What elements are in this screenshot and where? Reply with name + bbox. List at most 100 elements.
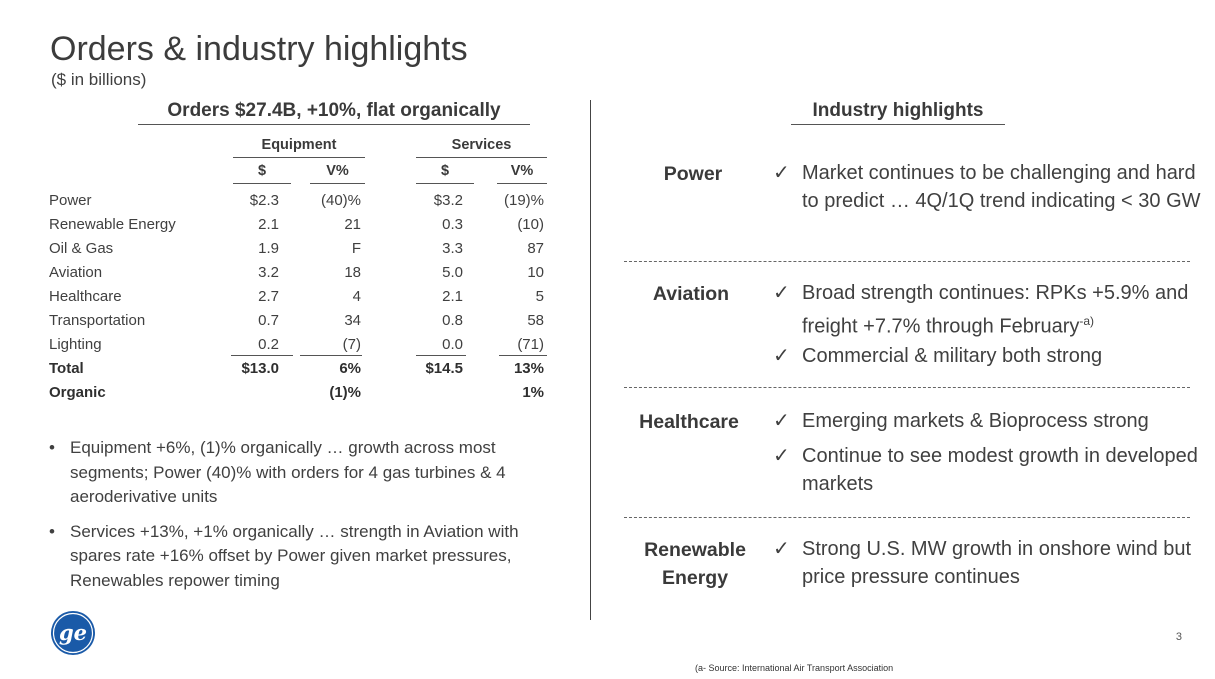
page-subtitle: ($ in billions) bbox=[51, 70, 147, 89]
subtotal-rule bbox=[499, 355, 547, 356]
section-divider bbox=[624, 517, 1190, 518]
services-dollar-header: $ bbox=[416, 163, 474, 184]
services-change: 58 bbox=[527, 312, 544, 329]
svg-text:ge: ge bbox=[59, 620, 87, 645]
table-row: Transportation 0.7 34 0.8 58 bbox=[0, 312, 600, 336]
equipment-value: 2.7 bbox=[258, 288, 279, 305]
services-value: $3.2 bbox=[433, 192, 463, 209]
orders-heading: Orders $27.4B, +10%, flat organically bbox=[138, 100, 530, 125]
equipment-change: 18 bbox=[344, 264, 361, 281]
equipment-change: 21 bbox=[344, 216, 361, 233]
bullet-text: Equipment +6%, (1)% organically … growth… bbox=[70, 438, 506, 506]
segment-name: Power bbox=[49, 192, 92, 209]
services-organic-change: 1% bbox=[522, 384, 544, 401]
bullet-icon: • bbox=[49, 521, 55, 541]
segment-name: Healthcare bbox=[49, 288, 122, 305]
total-label: Total bbox=[49, 360, 84, 377]
segment-name: Oil & Gas bbox=[49, 240, 114, 257]
section-divider bbox=[624, 261, 1190, 262]
column-divider bbox=[590, 100, 591, 620]
segment-name: Renewable Energy bbox=[49, 216, 176, 233]
list-item: • Services +13%, +1% organically … stren… bbox=[49, 520, 549, 594]
services-total: $14.5 bbox=[425, 360, 463, 377]
equipment-total: $13.0 bbox=[241, 360, 279, 377]
services-value: 2.1 bbox=[442, 288, 463, 305]
category-power: Power bbox=[663, 163, 723, 185]
industry-heading: Industry highlights bbox=[791, 100, 1005, 125]
subtotal-rule bbox=[231, 355, 293, 356]
table-row: Renewable Energy 2.1 21 0.3 (10) bbox=[0, 216, 600, 240]
subtotal-rule bbox=[300, 355, 362, 356]
table-row: Lighting 0.2 (7) 0.0 (71) bbox=[0, 336, 600, 360]
services-value: 0.8 bbox=[442, 312, 463, 329]
highlight-text: Market continues to be challenging and h… bbox=[802, 162, 1201, 212]
services-change: (10) bbox=[517, 216, 544, 233]
equipment-v-header: V% bbox=[310, 163, 365, 184]
list-item: ✓ Strong U.S. MW growth in onshore wind … bbox=[773, 536, 1203, 591]
list-item: ✓ Continue to see modest growth in devel… bbox=[773, 443, 1203, 498]
services-total-change: 13% bbox=[513, 360, 544, 377]
equipment-total-change: 6% bbox=[339, 360, 361, 377]
services-group-header: Services bbox=[416, 137, 547, 158]
highlight-text: Broad strength continues: RPKs +5.9% and… bbox=[802, 282, 1189, 338]
highlight-text: Strong U.S. MW growth in onshore wind bu… bbox=[802, 538, 1192, 588]
equipment-value: 1.9 bbox=[258, 240, 279, 257]
page-title: Orders & industry highlights bbox=[50, 30, 468, 68]
ge-logo-icon: ge bbox=[51, 611, 95, 655]
organic-label: Organic bbox=[49, 384, 106, 401]
checkmark-icon: ✓ bbox=[773, 282, 790, 304]
services-value: 0.3 bbox=[442, 216, 463, 233]
organic-row: Organic (1)% 1% bbox=[0, 384, 600, 408]
equipment-change: F bbox=[351, 240, 361, 257]
category-label-line: Energy bbox=[661, 567, 729, 589]
list-item: • Equipment +6%, (1)% organically … grow… bbox=[49, 436, 549, 510]
table-row: Power $2.3 (40)% $3.2 (19)% bbox=[0, 192, 600, 216]
services-value: 3.3 bbox=[442, 240, 463, 257]
services-change: 5 bbox=[535, 288, 544, 305]
services-change: (19)% bbox=[503, 192, 544, 209]
category-label-line: Renewable bbox=[644, 539, 746, 561]
equipment-dollar-header: $ bbox=[233, 163, 291, 184]
orders-commentary: • Equipment +6%, (1)% organically … grow… bbox=[49, 436, 549, 603]
services-value: 5.0 bbox=[442, 264, 463, 281]
services-v-header: V% bbox=[497, 163, 547, 184]
equipment-value: $2.3 bbox=[249, 192, 279, 209]
total-row: Total $13.0 6% $14.5 13% bbox=[0, 360, 600, 384]
table-row: Aviation 3.2 18 5.0 10 bbox=[0, 264, 600, 288]
category-aviation: Aviation bbox=[652, 283, 730, 305]
category-renewable-energy: Renewable Energy bbox=[620, 536, 770, 592]
footnote: (a- Source: International Air Transport … bbox=[695, 663, 894, 673]
services-change: (71) bbox=[517, 336, 544, 353]
subtotal-rule bbox=[416, 355, 466, 356]
checkmark-icon: ✓ bbox=[773, 162, 790, 184]
equipment-organic-change: (1)% bbox=[329, 384, 361, 401]
equipment-change: 4 bbox=[352, 288, 361, 305]
list-item: ✓ Market continues to be challenging and… bbox=[773, 160, 1203, 215]
equipment-group-header: Equipment bbox=[233, 137, 365, 158]
equipment-change: 34 bbox=[344, 312, 361, 329]
category-healthcare: Healthcare bbox=[639, 411, 739, 433]
list-item: ✓ Commercial & military both strong bbox=[773, 343, 1203, 371]
equipment-value: 0.7 bbox=[258, 312, 279, 329]
bullet-text: Services +13%, +1% organically … strengt… bbox=[70, 521, 519, 590]
equipment-value: 0.2 bbox=[258, 336, 279, 353]
services-change: 87 bbox=[527, 240, 544, 257]
services-value: 0.0 bbox=[442, 336, 463, 353]
equipment-value: 2.1 bbox=[258, 216, 279, 233]
checkmark-icon: ✓ bbox=[773, 538, 790, 560]
services-change: 10 bbox=[527, 264, 544, 281]
checkmark-icon: ✓ bbox=[773, 410, 790, 432]
segment-name: Lighting bbox=[49, 336, 102, 353]
segment-name: Transportation bbox=[49, 312, 146, 329]
list-item: ✓ Broad strength continues: RPKs +5.9% a… bbox=[773, 280, 1203, 341]
table-row: Oil & Gas 1.9 F 3.3 87 bbox=[0, 240, 600, 264]
checkmark-icon: ✓ bbox=[773, 345, 790, 367]
bullet-icon: • bbox=[49, 438, 55, 457]
footnote-marker: -a) bbox=[1079, 313, 1095, 328]
equipment-change: (40)% bbox=[320, 192, 361, 209]
list-item: ✓ Emerging markets & Bioprocess strong bbox=[773, 408, 1203, 436]
highlight-text: Emerging markets & Bioprocess strong bbox=[802, 410, 1149, 432]
table-row: Healthcare 2.7 4 2.1 5 bbox=[0, 288, 600, 312]
segment-name: Aviation bbox=[49, 264, 103, 281]
highlight-text: Commercial & military both strong bbox=[802, 345, 1103, 367]
